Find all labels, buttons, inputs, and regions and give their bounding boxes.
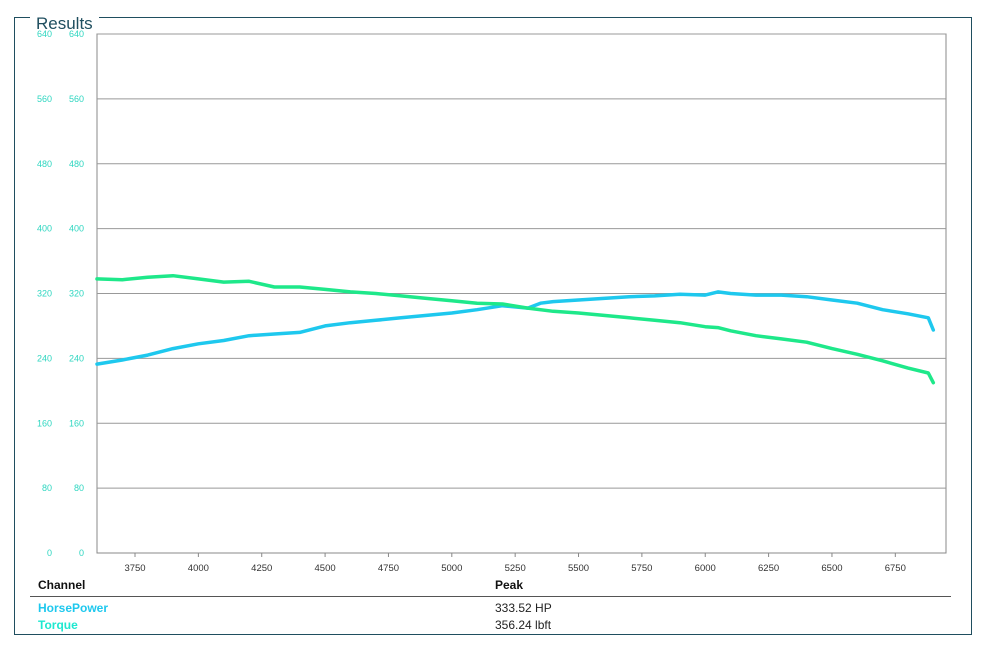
x-tick-label: 6250 bbox=[758, 563, 779, 574]
y-tick-label-left: 560 bbox=[37, 94, 52, 104]
y-tick-label-right: 240 bbox=[69, 353, 84, 363]
peak-table: Channel Peak HorsePower 333.52 HP Torque… bbox=[30, 578, 951, 635]
x-tick-label: 4750 bbox=[378, 563, 399, 574]
y-tick-label-left: 400 bbox=[37, 224, 52, 234]
series-line-horsepower bbox=[95, 290, 936, 366]
peak-value-horsepower: 333.52 HP bbox=[495, 601, 552, 615]
x-tick-label: 4000 bbox=[188, 563, 209, 574]
y-tick-label-right: 560 bbox=[69, 94, 84, 104]
table-header-row: Channel Peak bbox=[30, 578, 951, 595]
x-tick-label: 4500 bbox=[315, 563, 336, 574]
x-tick-label: 4250 bbox=[251, 563, 272, 574]
x-tick-label: 5250 bbox=[505, 563, 526, 574]
y-tick-label-right: 640 bbox=[69, 29, 84, 39]
x-tick-label: 6000 bbox=[695, 563, 716, 574]
channel-name-horsepower: HorsePower bbox=[38, 601, 109, 615]
y-tick-label-left: 320 bbox=[37, 289, 52, 299]
x-tick-label: 5500 bbox=[568, 563, 589, 574]
y-tick-label-right: 0 bbox=[79, 548, 84, 558]
x-tick-label: 5000 bbox=[441, 563, 462, 574]
y-tick-label-left: 640 bbox=[37, 29, 52, 39]
table-row: Torque 356.24 lbft bbox=[30, 618, 951, 635]
table-header-separator bbox=[30, 596, 951, 597]
y-tick-label-left: 80 bbox=[42, 483, 52, 493]
channel-header: Channel bbox=[38, 578, 86, 592]
peak-header: Peak bbox=[495, 578, 524, 592]
results-frame bbox=[14, 17, 972, 635]
series-line-torque bbox=[95, 273, 936, 385]
y-tick-label-right: 160 bbox=[69, 418, 84, 428]
y-tick-label-right: 400 bbox=[69, 224, 84, 234]
x-tick-label: 5750 bbox=[631, 563, 652, 574]
results-title: Results bbox=[30, 14, 99, 34]
y-tick-label-right: 80 bbox=[74, 483, 84, 493]
channel-name-torque: Torque bbox=[38, 618, 78, 632]
y-tick-label-left: 0 bbox=[47, 548, 52, 558]
x-tick-label: 6750 bbox=[885, 563, 906, 574]
x-tick-label: 3750 bbox=[124, 563, 145, 574]
y-tick-label-left: 480 bbox=[37, 159, 52, 169]
y-tick-label-left: 160 bbox=[37, 418, 52, 428]
table-row: HorsePower 333.52 HP bbox=[30, 601, 951, 618]
y-tick-label-left: 240 bbox=[37, 353, 52, 363]
peak-value-torque: 356.24 lbft bbox=[495, 618, 552, 632]
y-tick-label-right: 320 bbox=[69, 289, 84, 299]
x-tick-label: 6500 bbox=[821, 563, 842, 574]
y-tick-label-right: 480 bbox=[69, 159, 84, 169]
